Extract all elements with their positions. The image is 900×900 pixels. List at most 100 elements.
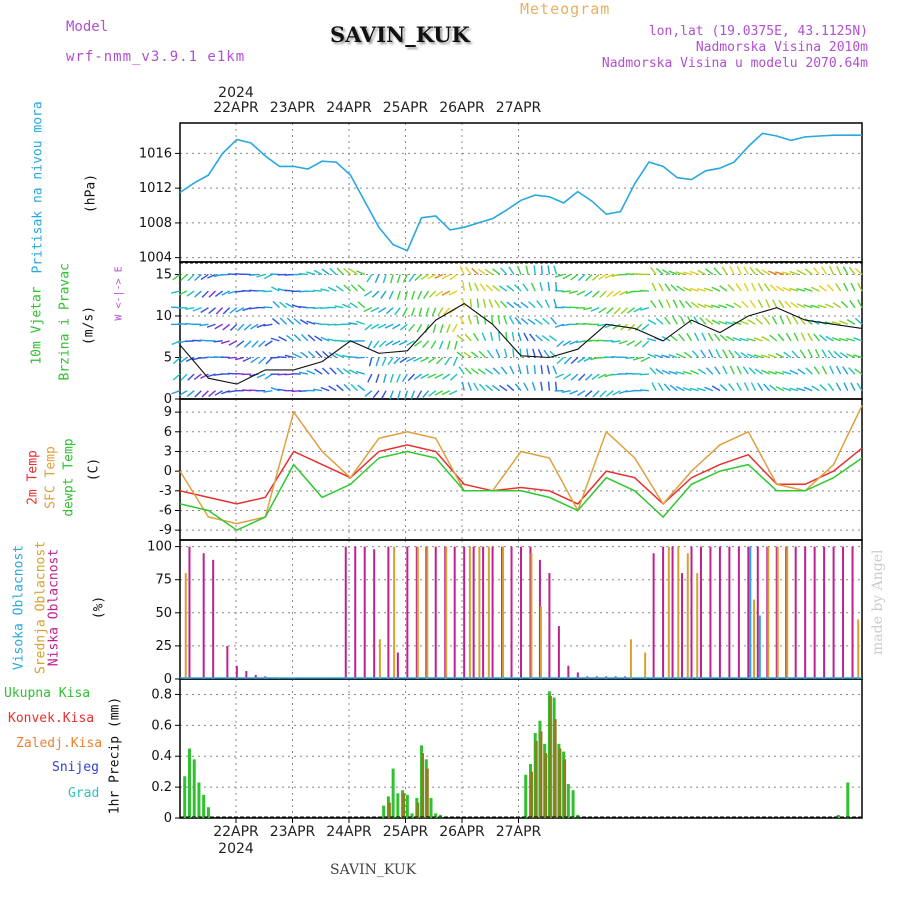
wind-barb	[508, 266, 515, 275]
panel-frame	[179, 122, 863, 263]
wind-barb	[763, 283, 771, 292]
wind-barb	[416, 390, 423, 399]
wind-barb	[598, 307, 607, 314]
wind-barb	[678, 299, 685, 309]
wind-barb	[472, 332, 479, 342]
wind-barb	[350, 284, 359, 292]
lonlat-label: lon,lat (19.0375E, 43.1125N)	[648, 24, 868, 39]
wind-barb	[396, 290, 401, 300]
wind-barb	[367, 340, 373, 350]
wind-barb	[431, 307, 437, 317]
wind-barb	[775, 285, 785, 292]
low-cloud-bar	[463, 546, 466, 679]
wind-barb	[286, 317, 295, 325]
low-cloud-bar	[662, 546, 665, 679]
wind-barb	[696, 387, 706, 392]
mid-cloud-bar	[539, 606, 542, 679]
wind-barb	[534, 318, 543, 325]
wind-barb	[704, 386, 714, 392]
wind-barb	[250, 323, 259, 330]
wind-barb	[811, 385, 820, 392]
year-label-top: 2024	[218, 85, 254, 101]
wind-barb	[813, 333, 820, 342]
wind-barb	[689, 287, 699, 292]
wind-barb	[200, 273, 209, 281]
wind-barb	[483, 315, 487, 325]
wind-barb	[298, 272, 308, 276]
wind-barb	[533, 265, 536, 275]
mid-cloud-bar	[753, 599, 756, 679]
wind-barb	[488, 299, 494, 308]
wind-barb	[349, 268, 358, 276]
high-cloud-bar	[749, 546, 752, 679]
wind-barb	[490, 315, 494, 325]
wind-barb	[514, 317, 522, 325]
wind-barb	[775, 352, 785, 359]
wind-barb	[689, 270, 699, 276]
wind-barb	[761, 269, 771, 276]
wind-barb	[315, 350, 323, 358]
wind-barb	[750, 282, 757, 292]
low-cloud-bar	[344, 546, 347, 679]
wind-barb	[647, 319, 657, 325]
wind-barb	[471, 267, 479, 275]
wind-barb	[612, 290, 621, 297]
wind-barb	[214, 290, 224, 297]
wind-barb	[584, 373, 593, 381]
wind-barb	[342, 368, 351, 375]
wind-barb	[839, 320, 849, 325]
wind-barb	[562, 273, 572, 280]
wind-barb	[222, 323, 231, 331]
wind-barb	[554, 323, 564, 328]
wind-barb	[430, 340, 437, 349]
wind-barb	[271, 286, 280, 292]
wind-barb	[301, 334, 309, 342]
wind-barb	[335, 285, 344, 292]
wind-barb	[533, 365, 536, 375]
wind-barb	[641, 340, 650, 348]
wind-barb	[199, 323, 209, 327]
wind-barb	[321, 268, 330, 276]
model-label: Model	[66, 19, 109, 35]
wind-barb	[334, 305, 344, 309]
total-precip-bar	[566, 784, 570, 818]
wind-barb	[541, 335, 550, 342]
low-cloud-bar	[567, 665, 570, 679]
wind-barb	[408, 323, 415, 332]
wind-barb	[619, 290, 628, 296]
wind-barb	[563, 356, 572, 365]
wind-barb	[537, 349, 543, 358]
wind-barb	[711, 304, 721, 309]
wind-barb	[718, 320, 728, 325]
wind-barb	[263, 290, 273, 293]
wind-barb	[760, 354, 770, 359]
wind-barb	[836, 266, 842, 275]
y-tick-label: 1008	[139, 216, 172, 231]
total-precip-bar	[576, 814, 580, 818]
wind-barb	[398, 340, 408, 346]
wind-barb	[846, 337, 856, 342]
wind-barb	[554, 273, 564, 278]
wind-barb	[569, 390, 579, 395]
wind-barb	[803, 304, 813, 309]
wind-barb	[827, 349, 835, 358]
wind-barb	[420, 373, 429, 379]
wind-barb	[434, 273, 444, 279]
wind-barb	[442, 373, 451, 380]
low-cloud-bar	[718, 546, 721, 679]
wind-barb	[392, 323, 401, 330]
wind-barb	[585, 273, 593, 282]
date-label-bottom: 22APR	[213, 824, 259, 840]
wind-barb	[522, 283, 529, 292]
wind-barb	[856, 382, 863, 392]
wind-barb	[372, 340, 380, 349]
low-cloud-bar	[747, 546, 750, 679]
wind-barb	[570, 373, 579, 381]
wind-barb	[718, 304, 728, 309]
low-cloud-bar	[681, 573, 684, 679]
y-tick-label: 3	[164, 444, 172, 459]
wind-barb	[668, 270, 678, 276]
wind-barb	[478, 383, 486, 392]
wind-barb	[172, 356, 181, 365]
wind-barb	[336, 267, 344, 275]
